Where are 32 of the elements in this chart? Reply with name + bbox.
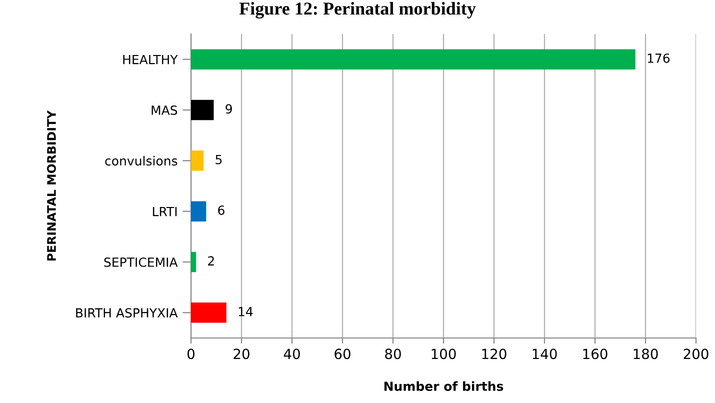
- data-label: 6: [218, 206, 224, 215]
- x-tick-label: 160: [583, 348, 608, 360]
- data-label: 14: [238, 307, 253, 316]
- data-label: 2: [208, 256, 214, 266]
- y-tick-label: SEPTICEMIA: [104, 257, 178, 267]
- data-label: 5: [216, 155, 222, 164]
- chart-title: Figure 12: Perinatal morbidity: [239, 2, 476, 19]
- x-tick-label: 0: [187, 348, 194, 360]
- y-tick-label: LRTI: [152, 206, 177, 216]
- x-tick-label: 80: [385, 348, 401, 360]
- x-tick-label: 200: [684, 348, 708, 360]
- x-tick-label: 140: [532, 348, 557, 360]
- y-axis-title: PERINATAL MORBIDITY: [47, 110, 56, 261]
- x-tick-label: 120: [482, 348, 506, 360]
- bar: [191, 302, 226, 323]
- y-tick-label: BIRTH ASPHYXIA: [76, 308, 178, 318]
- bar: [191, 150, 204, 171]
- bar: [191, 100, 214, 120]
- bar: [191, 49, 636, 70]
- y-tick-label: convulsions: [105, 156, 178, 166]
- data-label: 9: [226, 104, 232, 114]
- data-label: 176: [648, 54, 670, 63]
- bar: [191, 201, 206, 222]
- x-tick-label: 60: [334, 348, 350, 360]
- x-tick-label: 100: [432, 348, 456, 360]
- x-tick-label: 20: [234, 348, 250, 360]
- y-tick-label: MAS: [152, 105, 178, 115]
- bar: [191, 252, 196, 272]
- y-tick-label: HEALTHY: [123, 54, 178, 64]
- x-tick-label: 40: [284, 348, 300, 360]
- x-tick-label: 180: [634, 348, 658, 360]
- x-axis-title: Number of births: [384, 381, 504, 391]
